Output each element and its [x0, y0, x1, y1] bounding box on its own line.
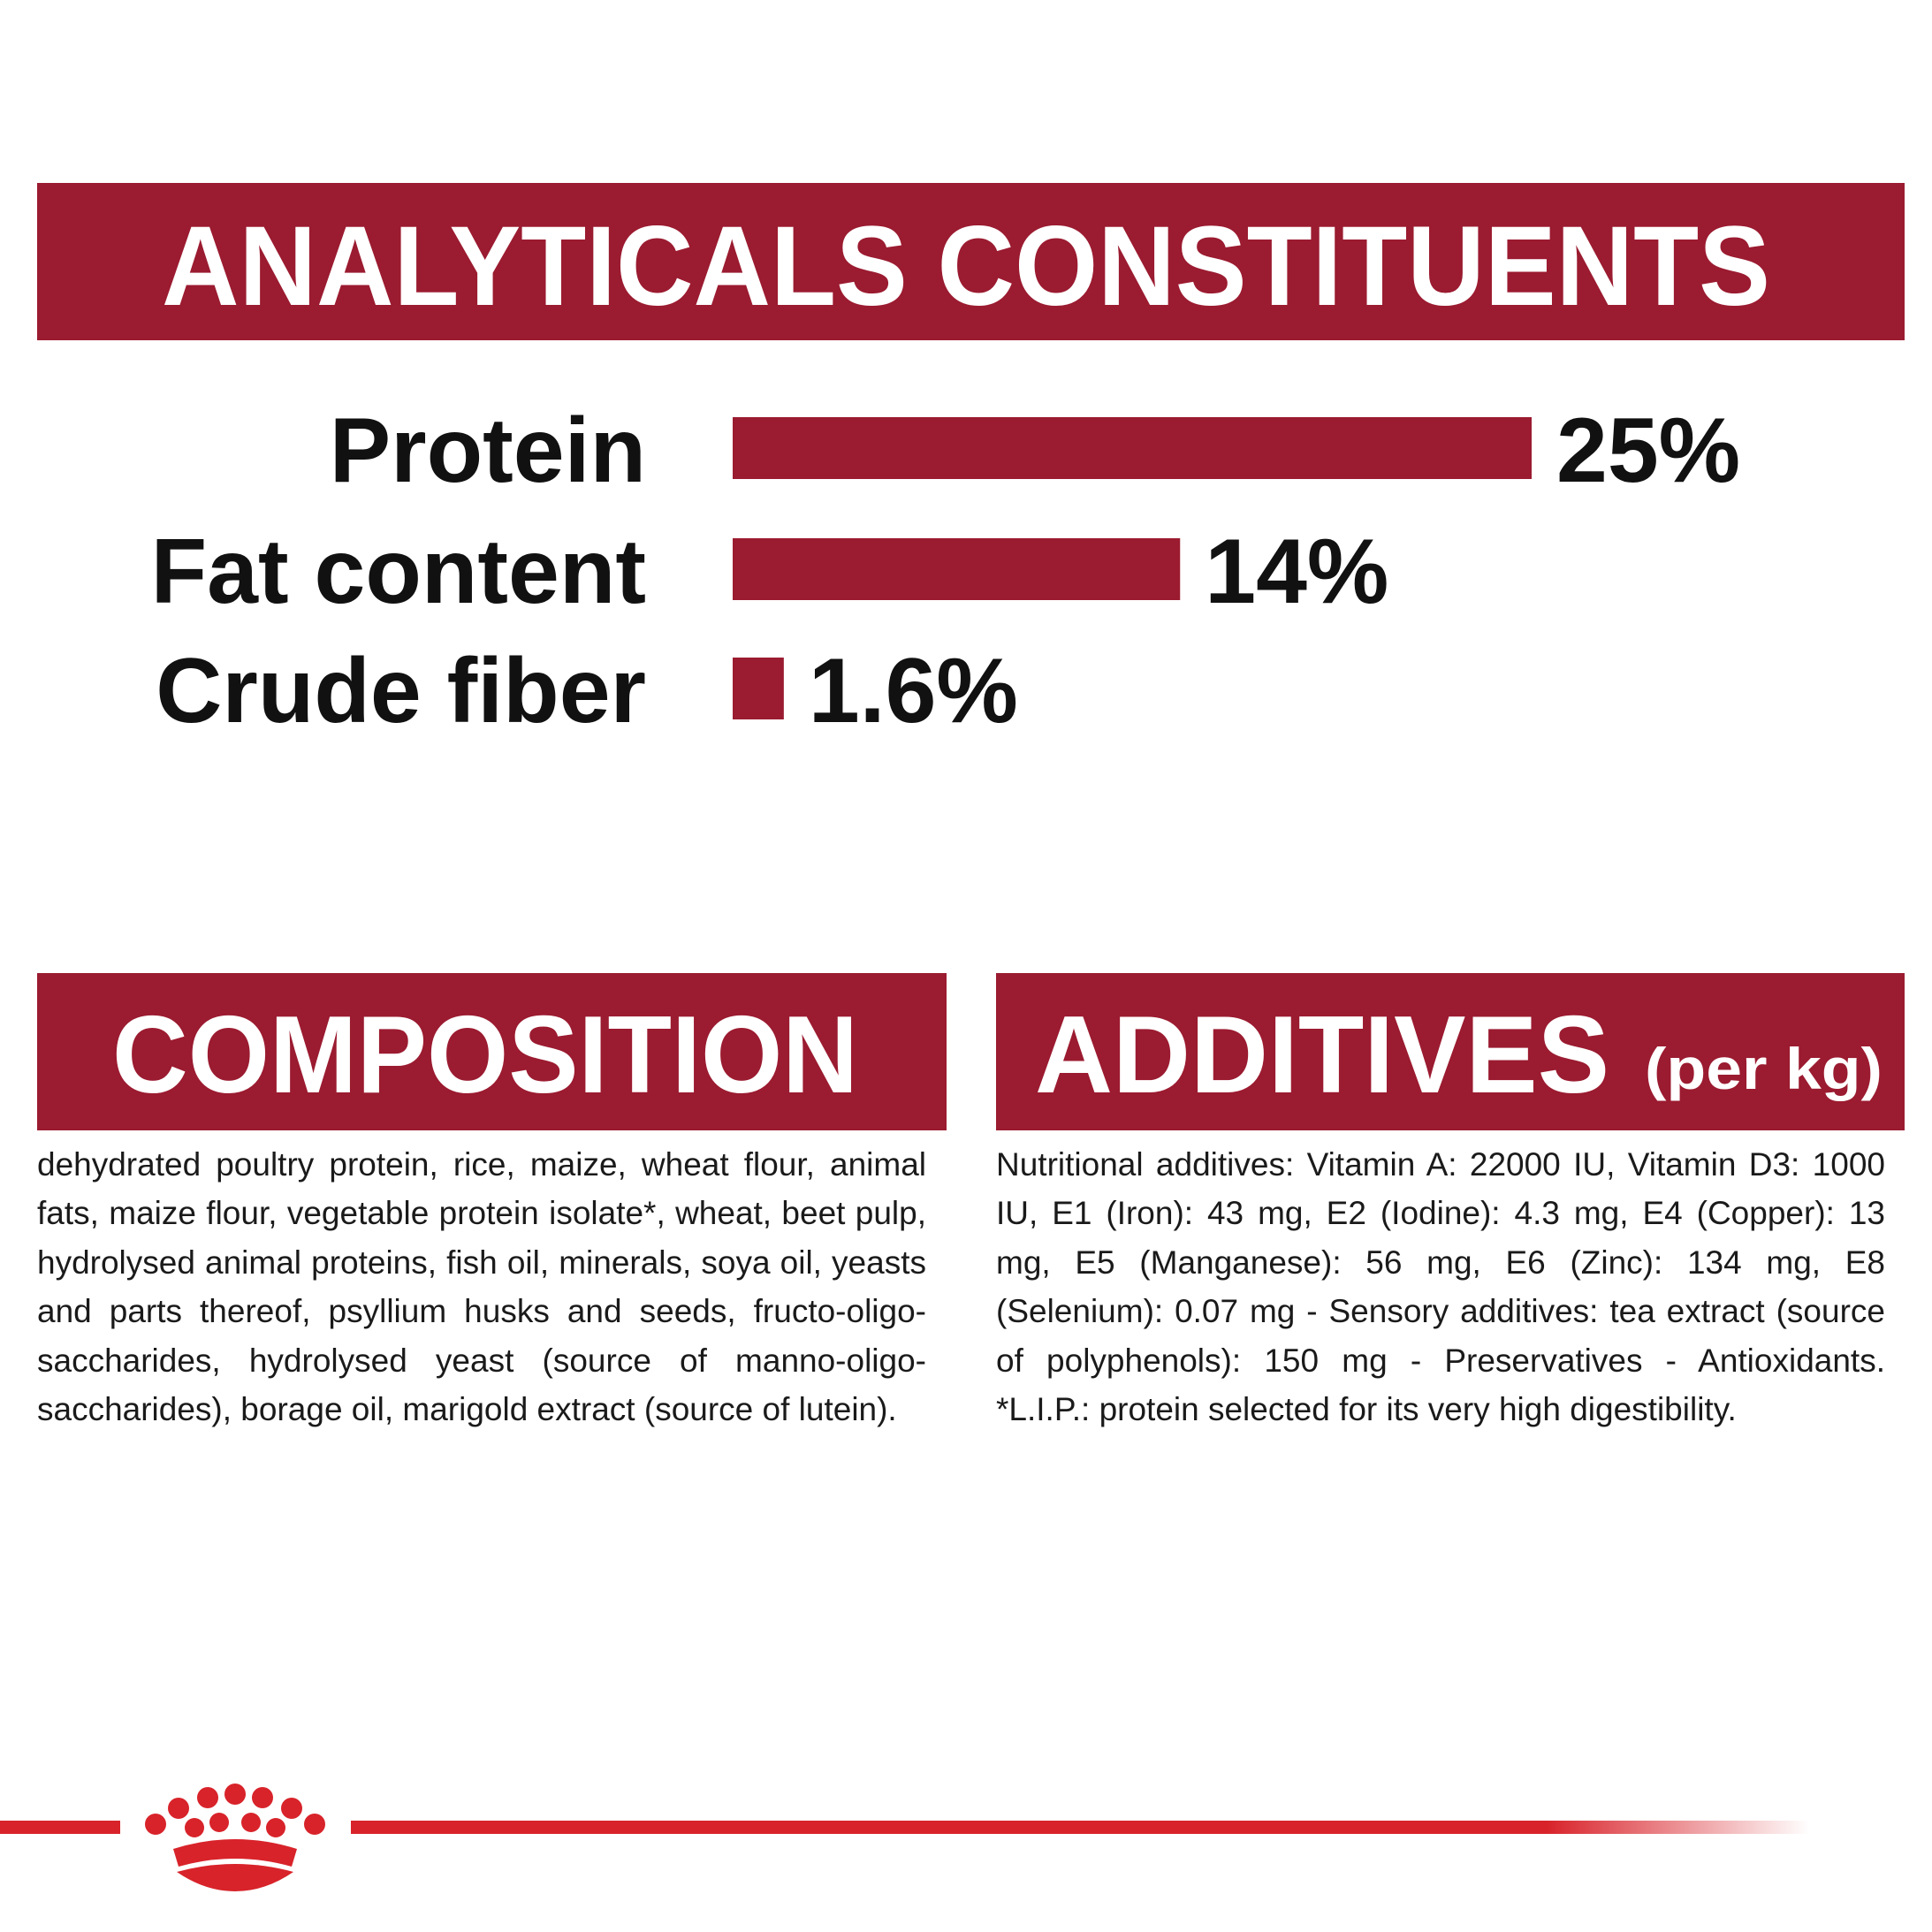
bar — [733, 658, 784, 719]
value-label: 25% — [1556, 399, 1740, 502]
value-label: 14% — [1205, 521, 1388, 623]
bar — [733, 538, 1181, 600]
bar — [733, 417, 1532, 479]
additives-text: Nutritional additives: Vitamin A: 22000 … — [996, 1146, 1885, 1428]
additives-unit: (per kg) — [1645, 1036, 1883, 1101]
category-label: Protein — [330, 399, 646, 502]
composition-title: COMPOSITION — [112, 994, 858, 1116]
composition-banner — [37, 973, 947, 1130]
footer-line — [0, 1821, 120, 1834]
title-banner — [37, 183, 1905, 340]
chart-title: ANALYTICALS CONSTITUENTS — [162, 203, 1770, 330]
value-label: 1.6% — [809, 640, 1018, 742]
crown-logo — [145, 1784, 325, 1891]
additives-title: ADDITIVES — [1035, 994, 1609, 1116]
category-label: Fat content — [151, 521, 646, 623]
category-label: Crude fiber — [156, 640, 646, 742]
composition-text: dehydrated poultry protein, rice, maize,… — [37, 1146, 926, 1428]
footer-line — [351, 1821, 1809, 1834]
additives-banner — [996, 973, 1905, 1130]
